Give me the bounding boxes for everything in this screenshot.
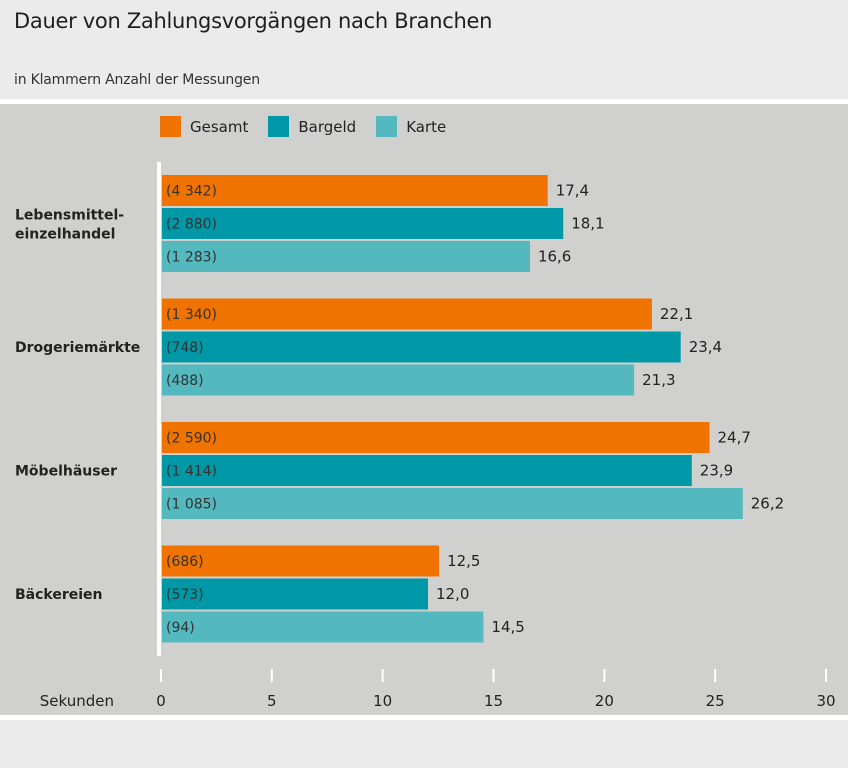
legend: Gesamt Bargeld Karte [160, 116, 466, 137]
count-label: (1 340) [166, 307, 217, 323]
chart-subtitle: in Klammern Anzahl der Messungen [14, 72, 260, 88]
chart-title: Dauer von Zahlungsvorgängen nach Branche… [14, 9, 493, 33]
x-tick-label: 30 [816, 692, 835, 710]
count-label: (488) [166, 373, 204, 389]
legend-swatch-bargeld [268, 116, 290, 137]
value-label: 14,5 [491, 618, 524, 636]
value-label: 12,0 [436, 585, 469, 603]
bar-karte [162, 611, 484, 643]
x-tick [381, 669, 384, 682]
legend-item-karte: Karte [376, 116, 446, 137]
value-label: 17,4 [556, 182, 589, 200]
category-label: Drogeriemärkte [15, 340, 140, 356]
count-label: (1 414) [166, 464, 217, 480]
bar-bargeld [162, 578, 428, 610]
count-label: (1 085) [166, 497, 217, 513]
legend-label-gesamt: Gesamt [190, 117, 249, 136]
x-axis-title: Sekunden [40, 692, 114, 710]
value-label: 23,4 [689, 338, 722, 356]
x-tick [603, 669, 606, 682]
x-tick [825, 669, 827, 682]
x-tick-label: 20 [595, 692, 614, 710]
footer [0, 720, 848, 768]
count-label: (2 880) [166, 217, 217, 233]
bar-karte [162, 488, 743, 519]
x-tick-label: 0 [156, 692, 166, 710]
divider-top [0, 99, 848, 104]
category-label: Bäckereien [15, 587, 103, 603]
value-label: 21,3 [642, 371, 675, 389]
legend-swatch-karte [376, 116, 398, 137]
divider-bottom [0, 715, 848, 720]
count-label: (573) [166, 587, 204, 603]
category-label: Lebensmittel-einzelhandel [15, 208, 124, 243]
value-label: 23,9 [700, 462, 733, 480]
count-label: (686) [166, 554, 204, 570]
category-label: Möbelhäuser [15, 464, 117, 480]
count-label: (4 342) [166, 184, 217, 200]
value-label: 12,5 [447, 552, 480, 570]
x-tick [714, 669, 717, 682]
legend-item-bargeld: Bargeld [268, 116, 356, 137]
bar-gesamt [162, 175, 548, 206]
value-label: 18,1 [571, 215, 604, 233]
value-label: 26,2 [751, 495, 784, 513]
value-label: 16,6 [538, 248, 571, 266]
legend-label-bargeld: Bargeld [298, 117, 357, 136]
x-tick-label: 25 [706, 692, 725, 710]
bar-karte [162, 364, 635, 396]
x-tick [492, 669, 495, 682]
x-tick [270, 669, 273, 682]
value-label: 24,7 [718, 429, 751, 447]
x-tick-label: 5 [267, 692, 277, 710]
header: Dauer von Zahlungsvorgängen nach Branche… [0, 0, 848, 99]
bar-gesamt [162, 298, 652, 330]
bar-karte [162, 241, 530, 272]
x-tick-label: 10 [373, 692, 392, 710]
x-tick-label: 15 [484, 692, 503, 710]
legend-swatch-gesamt [160, 116, 181, 137]
x-tick [160, 669, 162, 682]
count-label: (748) [166, 340, 204, 356]
bar-bargeld [162, 208, 564, 239]
legend-label-karte: Karte [406, 117, 447, 136]
count-label: (2 590) [166, 431, 217, 447]
bar-gesamt [162, 422, 710, 453]
count-label: (1 283) [166, 250, 217, 266]
bar-gesamt [162, 545, 440, 577]
bar-bargeld [162, 331, 681, 363]
legend-item-gesamt: Gesamt [160, 116, 248, 137]
value-label: 22,1 [660, 305, 693, 323]
bar-bargeld [162, 455, 692, 486]
y-axis-line [157, 162, 161, 656]
count-label: (94) [166, 620, 195, 636]
